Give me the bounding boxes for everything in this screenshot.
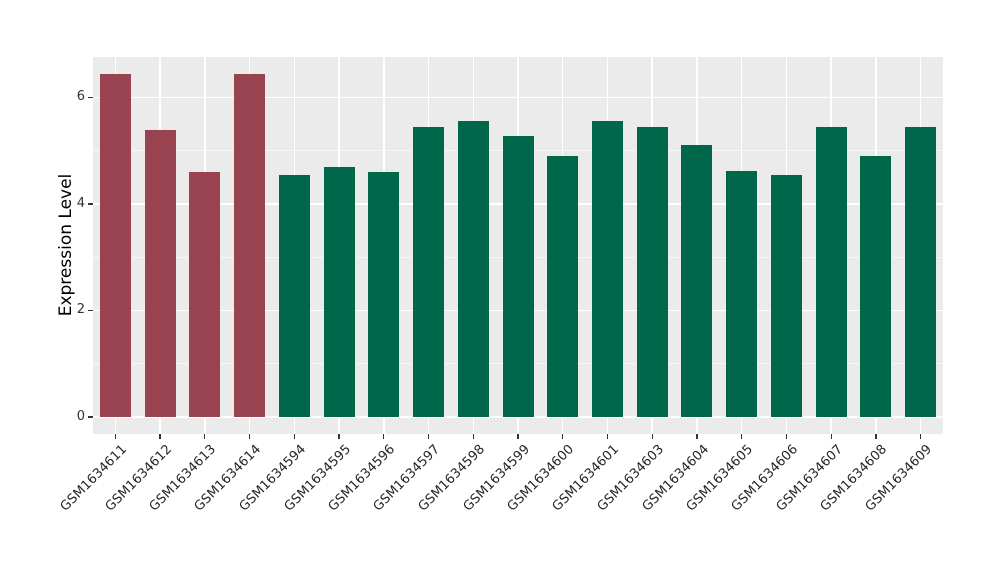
x-axis-tick [919,434,922,439]
bar-GSM1634612 [144,130,176,417]
y-axis-tick [88,416,93,418]
bar-GSM1634600 [547,156,579,417]
x-axis-tick [741,434,743,439]
x-axis-tick [517,434,519,439]
y-tick-label: 2 [76,302,85,318]
y-axis-tick [88,96,93,99]
x-axis-tick [606,434,609,439]
bar-GSM1634596 [368,172,400,417]
bar-GSM1634598 [457,121,489,417]
plot-panel [93,57,943,434]
bar-GSM1634606 [770,174,802,417]
bar-GSM1634601 [591,121,623,417]
x-axis-tick [114,434,116,439]
x-axis-tick [383,434,385,439]
x-axis-tick [875,434,877,439]
bar-GSM1634599 [502,136,534,417]
x-axis-tick [562,434,564,439]
major-gridline [93,96,943,99]
major-gridline [93,416,943,418]
bar-GSM1634597 [413,126,445,417]
bar-GSM1634609 [905,127,937,417]
y-tick-label: 0 [76,408,85,424]
x-axis-tick [830,434,832,439]
bar-GSM1634605 [726,170,758,417]
x-axis-tick [696,434,698,439]
x-axis-tick [472,434,474,439]
x-axis-tick [651,434,653,439]
bar-GSM1634603 [636,127,668,417]
y-tick-label: 4 [76,195,85,211]
bar-GSM1634595 [323,167,355,417]
y-tick-label: 6 [76,89,85,105]
bar-GSM1634608 [860,155,892,417]
y-axis-tick [88,309,93,312]
bar-GSM1634611 [99,73,131,417]
x-axis-tick [293,434,295,439]
bar-GSM1634607 [815,126,847,417]
x-axis-tick [159,434,161,439]
y-axis-tick [88,203,93,205]
bar-GSM1634594 [278,174,310,417]
x-axis-tick [204,434,206,439]
x-axis-tick [248,434,251,439]
x-axis-tick [785,434,788,439]
x-axis-tick [427,434,430,439]
bar-GSM1634614 [234,73,266,417]
bar-GSM1634613 [189,172,221,417]
x-axis-tick [338,434,340,439]
bar-GSM1634604 [681,145,713,417]
